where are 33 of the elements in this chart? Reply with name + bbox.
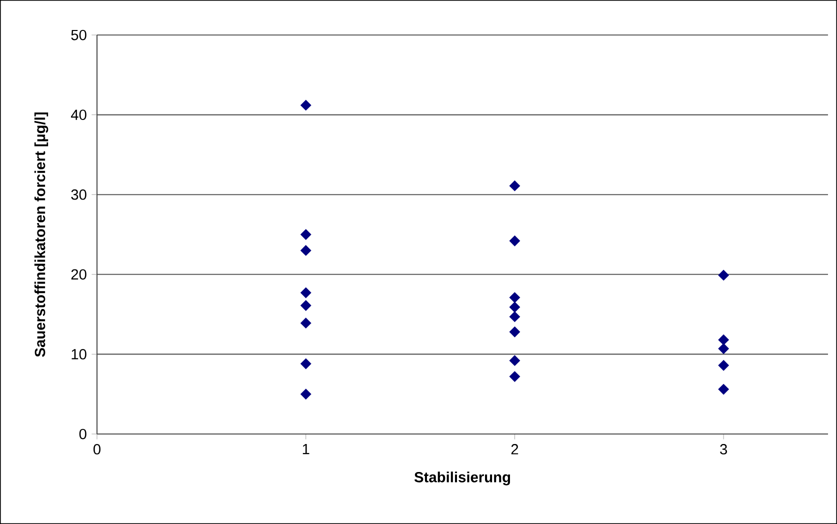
- point: [300, 388, 312, 400]
- x-tick-label: 1: [302, 444, 310, 454]
- point: [300, 287, 312, 298]
- point: [300, 300, 312, 311]
- y-tick-label: 40: [70, 110, 86, 120]
- point: [300, 318, 312, 328]
- point: [718, 334, 729, 346]
- y-axis-title: Sauerstoffindikatoren forciert [µg/l]: [34, 112, 48, 357]
- y-tick-label: 50: [71, 30, 86, 40]
- point: [718, 343, 729, 354]
- y-tick-label: 0: [79, 428, 86, 440]
- point: [509, 180, 520, 192]
- point: [300, 100, 312, 111]
- x-tick-label: 0: [93, 444, 100, 454]
- point: [300, 229, 312, 240]
- point: [509, 371, 520, 382]
- point: [300, 245, 312, 256]
- point: [509, 236, 520, 246]
- point: [718, 270, 729, 281]
- y-tick-label: 10: [72, 349, 86, 360]
- point: [509, 292, 520, 303]
- x-tick-label: 3: [720, 444, 728, 454]
- point: [509, 326, 520, 338]
- point: [718, 384, 729, 395]
- y-tick-label: 20: [71, 269, 86, 280]
- point: [300, 358, 312, 370]
- point: [509, 355, 520, 366]
- point: [509, 302, 520, 312]
- x-tick-label: 2: [511, 444, 518, 454]
- point: [509, 311, 520, 322]
- y-tick-label: 30: [71, 189, 86, 200]
- x-axis-title: Stabilisierung: [414, 472, 510, 486]
- point: [718, 360, 729, 371]
